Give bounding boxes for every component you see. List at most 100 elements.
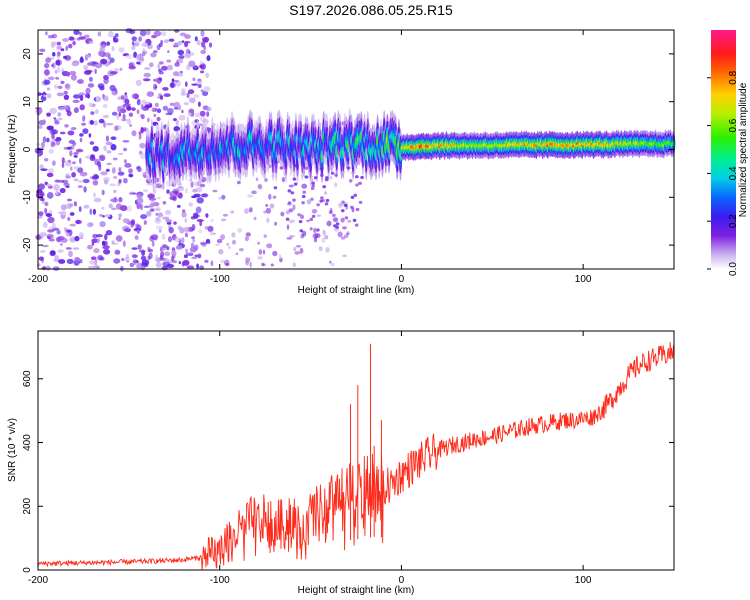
noise-blob: [311, 209, 318, 214]
noise-blob: [61, 210, 67, 216]
noise-blob: [140, 114, 145, 120]
noise-blob: [89, 120, 94, 125]
colorbar-tick-label: 0.8: [728, 70, 739, 84]
noise-blob: [144, 104, 153, 109]
noise-blob: [295, 245, 302, 248]
noise-blob: [280, 211, 285, 217]
noise-blob: [263, 210, 267, 214]
noise-blob: [187, 252, 194, 257]
noise-blob: [147, 246, 151, 253]
noise-blob: [157, 63, 161, 69]
noise-blob: [190, 242, 195, 248]
noise-blob: [105, 141, 113, 146]
ridge-cell: [324, 202, 329, 206]
noise-blob: [64, 227, 67, 232]
noise-blob: [89, 260, 96, 265]
noise-blob: [41, 198, 45, 202]
noise-blob: [220, 218, 227, 222]
noise-blob: [292, 262, 296, 268]
noise-blob: [218, 249, 224, 255]
noise-blob: [99, 214, 103, 217]
ridge-cell: [334, 173, 338, 177]
noise-blob: [196, 197, 204, 204]
noise-blob: [192, 77, 196, 82]
noise-blob: [41, 141, 45, 148]
ridge-cell: [316, 203, 320, 207]
noise-blob: [86, 40, 89, 44]
noise-blob: [129, 262, 134, 268]
noise-blob: [63, 182, 70, 187]
noise-blob: [93, 264, 99, 270]
noise-blob: [325, 246, 330, 253]
noise-blob: [118, 213, 122, 218]
ridge-cell: [319, 199, 324, 203]
spectrogram-y-tick-label: 10: [22, 96, 33, 108]
noise-blob: [115, 235, 123, 242]
noise-blob: [294, 251, 301, 255]
noise-blob: [221, 194, 226, 200]
noise-blob: [53, 184, 60, 191]
noise-blob: [299, 247, 304, 254]
noise-blob: [90, 111, 95, 115]
noise-blob: [142, 172, 146, 176]
noise-blob: [196, 80, 203, 84]
colorbar-scale: [711, 30, 736, 269]
noise-blob: [71, 172, 76, 178]
snr-y-ticks: 0 200 400 600: [22, 370, 674, 573]
noise-blob: [77, 185, 83, 188]
noise-blob: [165, 112, 173, 116]
noise-blob: [38, 183, 45, 190]
noise-blob: [104, 214, 111, 218]
noise-blob: [265, 207, 272, 214]
noise-blob: [45, 213, 52, 217]
snr-y-tick-label: 0: [22, 567, 33, 573]
noise-blob: [172, 80, 179, 83]
noise-blob: [39, 250, 46, 253]
noise-blob: [212, 189, 218, 193]
noise-blob: [140, 126, 144, 134]
noise-blob: [81, 122, 86, 126]
noise-blob: [74, 235, 80, 242]
noise-blob: [140, 203, 143, 211]
noise-blob: [65, 71, 71, 77]
noise-blob: [66, 247, 72, 250]
noise-blob: [56, 92, 64, 97]
noise-blob: [47, 34, 55, 39]
noise-blob: [73, 166, 79, 170]
noise-blob: [67, 130, 75, 136]
noise-blob: [59, 131, 66, 135]
noise-blob: [137, 244, 142, 250]
noise-blob: [77, 79, 84, 84]
ridge-cell: [273, 186, 278, 190]
noise-blob: [321, 237, 326, 243]
noise-blob: [123, 178, 128, 184]
noise-blob: [45, 31, 48, 36]
ridge-cell: [298, 220, 303, 224]
noise-blob: [161, 233, 166, 240]
noise-blob: [329, 176, 333, 180]
noise-blob: [117, 96, 121, 100]
snr-frame: [37, 330, 675, 571]
noise-blob: [124, 92, 128, 96]
spectrogram-ridge: [145, 107, 676, 233]
noise-blob: [171, 249, 177, 257]
noise-blob: [172, 188, 180, 194]
noise-blob: [272, 250, 278, 257]
noise-blob: [69, 150, 73, 157]
noise-blob: [54, 69, 58, 74]
noise-blob: [69, 223, 77, 227]
noise-blob: [199, 110, 206, 117]
noise-blob: [337, 231, 343, 238]
ridge-cell: [287, 189, 292, 193]
noise-blob: [101, 189, 105, 196]
noise-blob: [143, 189, 149, 193]
noise-blob: [168, 38, 175, 42]
noise-blob: [131, 247, 138, 250]
noise-blob: [42, 119, 46, 125]
noise-blob: [70, 166, 73, 171]
noise-blob: [46, 172, 54, 178]
noise-blob: [195, 206, 202, 214]
noise-blob: [99, 155, 106, 161]
noise-blob: [122, 218, 129, 224]
